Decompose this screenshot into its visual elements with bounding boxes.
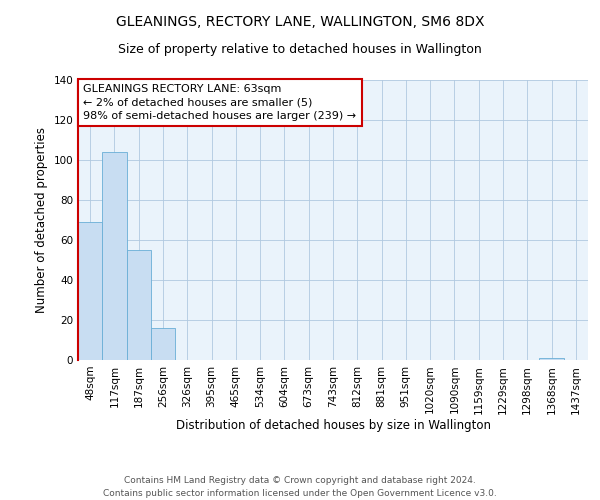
- Text: Size of property relative to detached houses in Wallington: Size of property relative to detached ho…: [118, 42, 482, 56]
- Y-axis label: Number of detached properties: Number of detached properties: [35, 127, 48, 313]
- Bar: [102, 152, 127, 360]
- X-axis label: Distribution of detached houses by size in Wallington: Distribution of detached houses by size …: [176, 419, 491, 432]
- Bar: [78, 222, 102, 360]
- Text: GLEANINGS RECTORY LANE: 63sqm
← 2% of detached houses are smaller (5)
98% of sem: GLEANINGS RECTORY LANE: 63sqm ← 2% of de…: [83, 84, 356, 120]
- Bar: [151, 328, 175, 360]
- Bar: [539, 358, 564, 360]
- Bar: [127, 250, 151, 360]
- Text: GLEANINGS, RECTORY LANE, WALLINGTON, SM6 8DX: GLEANINGS, RECTORY LANE, WALLINGTON, SM6…: [116, 15, 484, 29]
- Text: Contains HM Land Registry data © Crown copyright and database right 2024.
Contai: Contains HM Land Registry data © Crown c…: [103, 476, 497, 498]
